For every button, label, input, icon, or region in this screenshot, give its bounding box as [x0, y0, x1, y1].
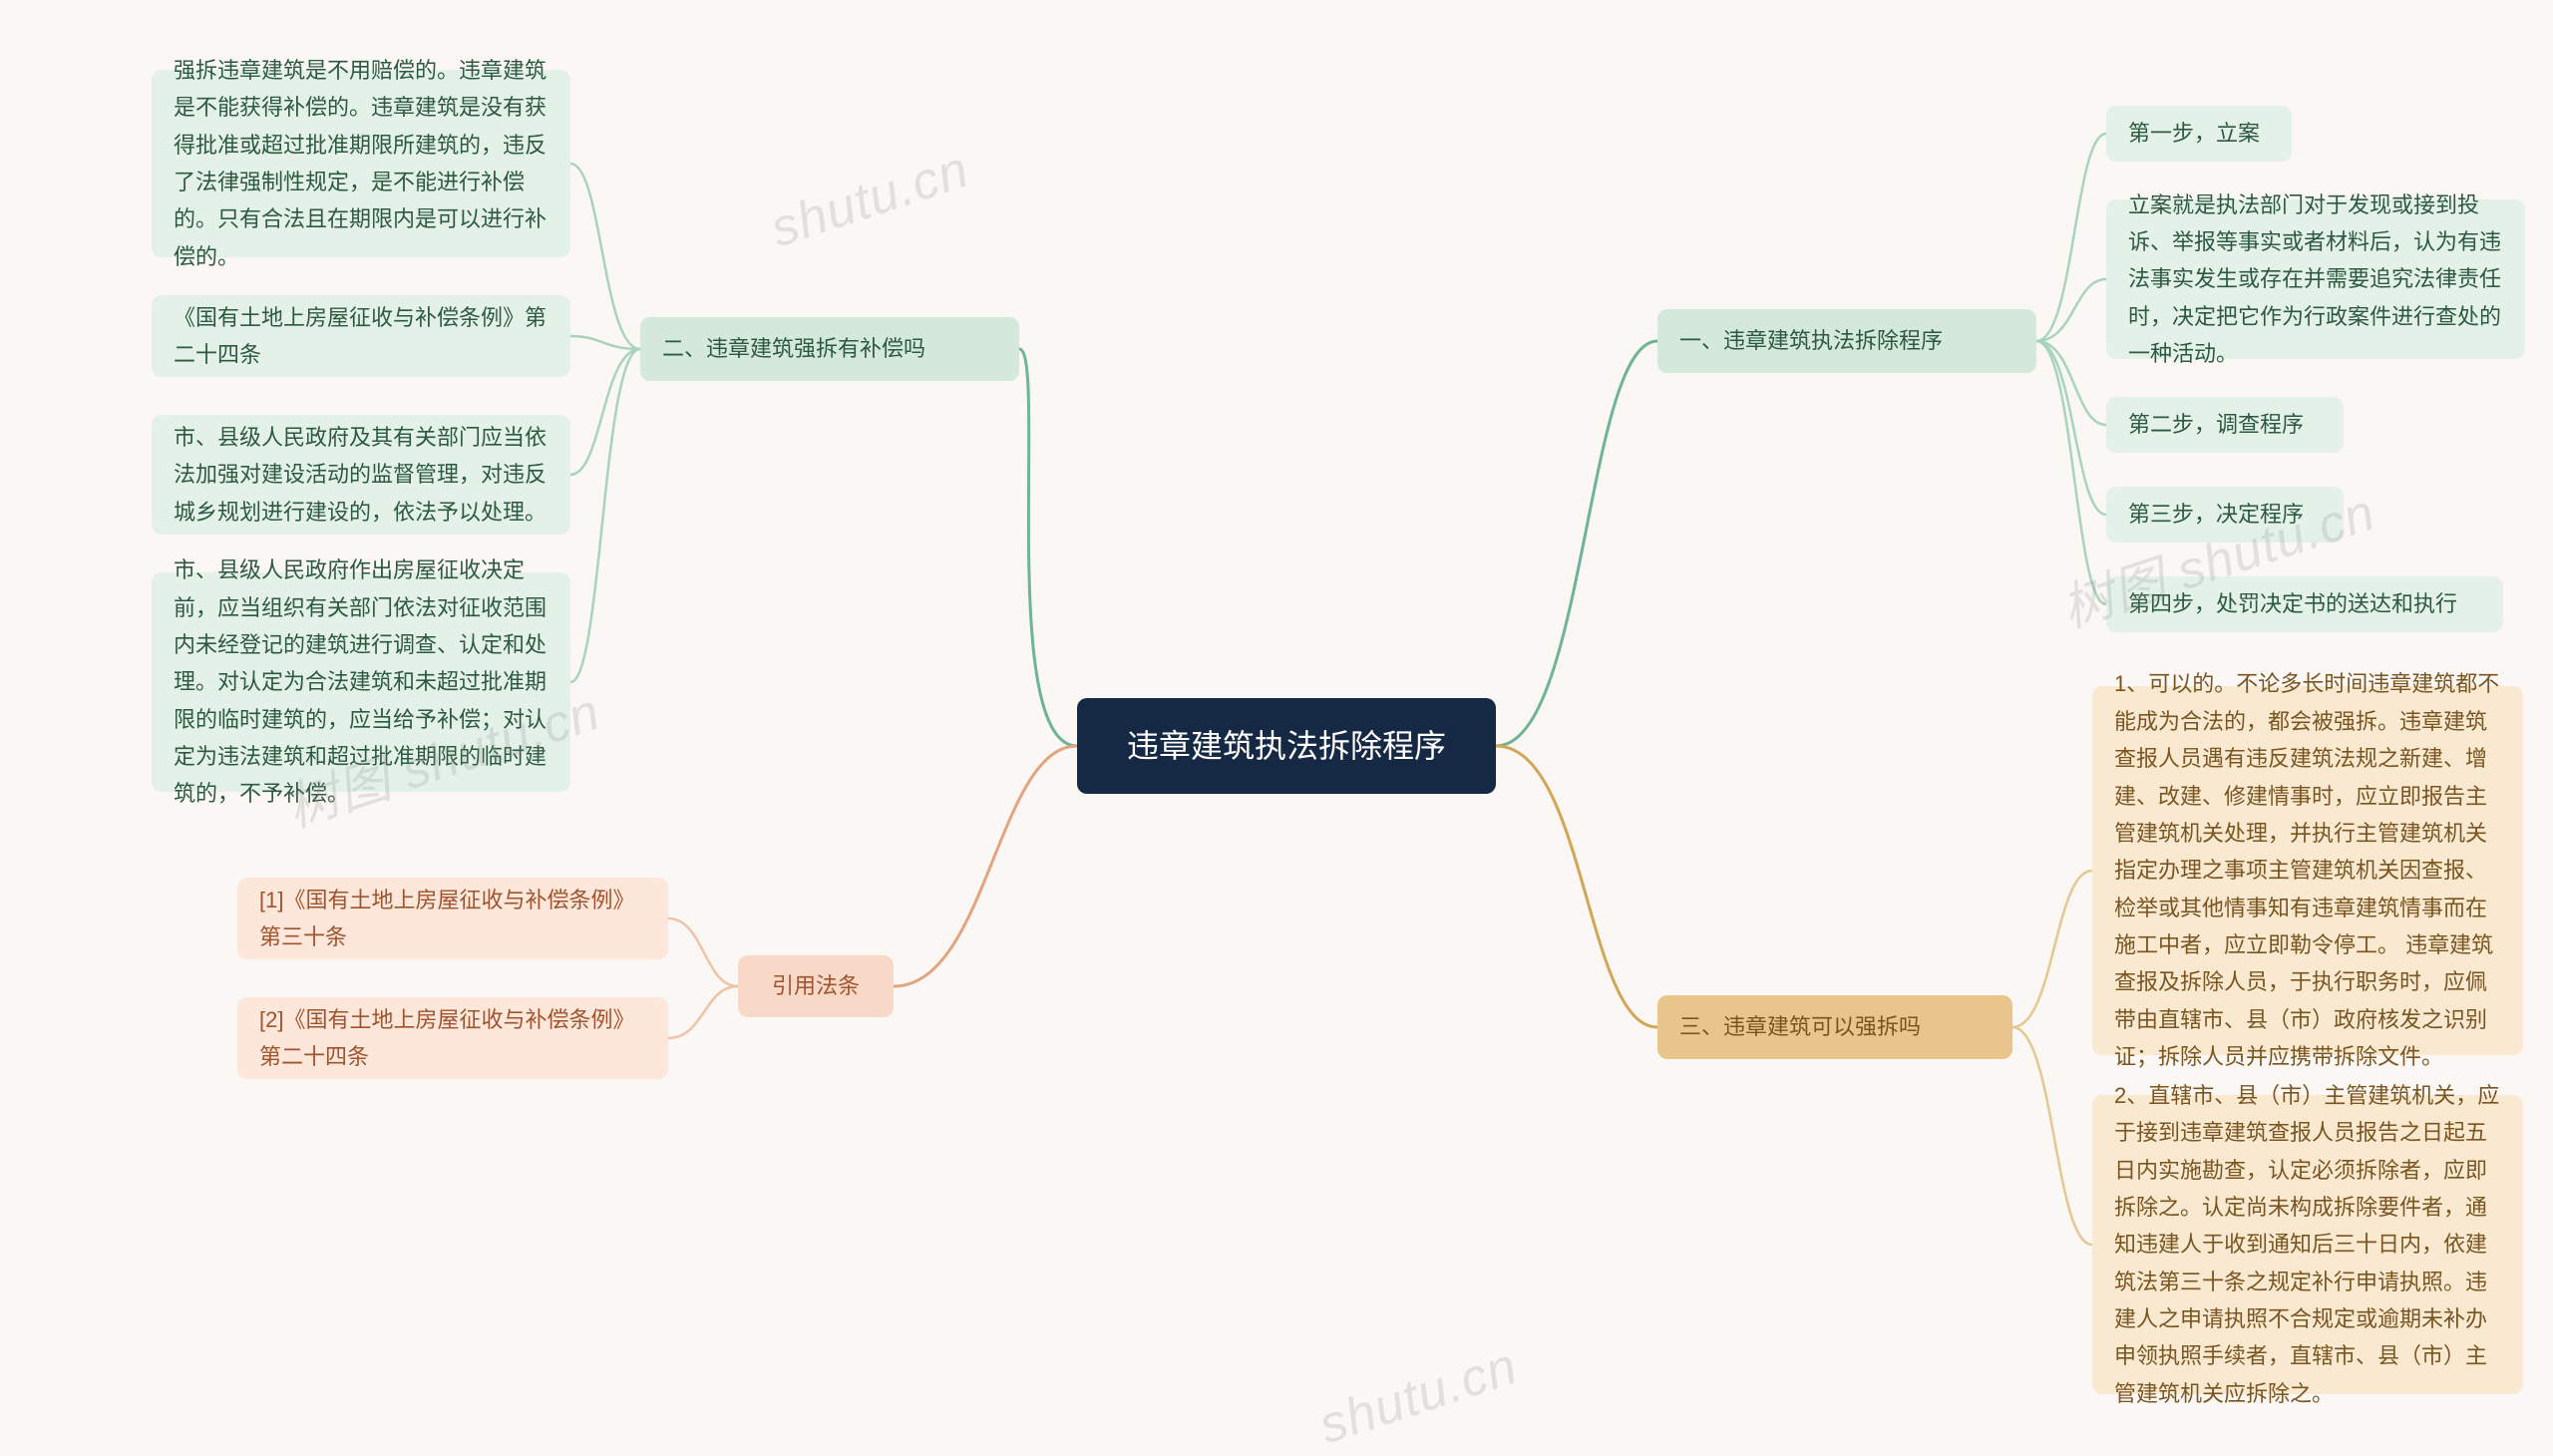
leaf-text: 1、可以的。不论多长时间违章建筑都不能成为合法的，都会被强拆。违章建筑查报人员遇…	[2114, 665, 2501, 1075]
branch-4-leaf-1: [2]《国有土地上房屋征收与补偿条例》第二十四条	[237, 997, 668, 1079]
branch-4-label: 引用法条	[772, 967, 860, 1004]
branch-1-leaf-3: 第三步，决定程序	[2106, 487, 2344, 543]
leaf-text: 强拆违章建筑是不用赔偿的。违章建筑是不能获得补偿的。违章建筑是没有获得批准或超过…	[174, 52, 548, 275]
branch-1-leaf-1: 立案就是执法部门对于发现或接到投诉、举报等事实或者材料后，认为有违法事实发生或存…	[2106, 199, 2525, 359]
branch-3-leaf-0: 1、可以的。不论多长时间违章建筑都不能成为合法的，都会被强拆。违章建筑查报人员遇…	[2092, 686, 2523, 1055]
leaf-text: 市、县级人民政府及其有关部门应当依法加强对建设活动的监督管理，对违反城乡规划进行…	[174, 419, 548, 531]
branch-1-leaf-0: 第一步，立案	[2106, 106, 2292, 162]
branch-3-label: 三、违章建筑可以强拆吗	[1679, 1008, 1921, 1045]
branch-2-label: 二、违章建筑强拆有补偿吗	[662, 330, 925, 367]
watermark-text: shutu.cn	[1312, 1337, 1524, 1455]
branch-2-leaf-0: 强拆违章建筑是不用赔偿的。违章建筑是不能获得补偿的。违章建筑是没有获得批准或超过…	[152, 70, 570, 257]
branch-2: 二、违章建筑强拆有补偿吗	[640, 317, 1019, 381]
leaf-text: 第四步，处罚决定书的送达和执行	[2128, 585, 2457, 622]
leaf-text: 立案就是执法部门对于发现或接到投诉、举报等事实或者材料后，认为有违法事实发生或存…	[2128, 186, 2503, 373]
watermark-text: shutu.cn	[764, 141, 975, 258]
leaf-text: 2、直辖市、县（市）主管建筑机关，应于接到违章建筑查报人员报告之日起五日内实施勘…	[2114, 1077, 2501, 1413]
leaf-text: 第一步，立案	[2128, 115, 2260, 152]
watermark: shutu.cn	[764, 140, 976, 259]
leaf-text: [2]《国有土地上房屋征收与补偿条例》第二十四条	[259, 1001, 646, 1076]
leaf-text: 市、县级人民政府作出房屋征收决定前，应当组织有关部门依法对征收范围内未经登记的建…	[174, 551, 548, 813]
root-text: 违章建筑执法拆除程序	[1127, 719, 1446, 773]
branch-1: 一、违章建筑执法拆除程序	[1657, 309, 2036, 373]
branch-4: 引用法条	[738, 955, 894, 1017]
branch-1-leaf-4: 第四步，处罚决定书的送达和执行	[2106, 576, 2503, 632]
leaf-text: [1]《国有土地上房屋征收与补偿条例》第三十条	[259, 882, 646, 956]
leaf-text: 第三步，决定程序	[2128, 496, 2304, 533]
branch-3-leaf-1: 2、直辖市、县（市）主管建筑机关，应于接到违章建筑查报人员报告之日起五日内实施勘…	[2092, 1095, 2523, 1394]
branch-2-leaf-2: 市、县级人民政府及其有关部门应当依法加强对建设活动的监督管理，对违反城乡规划进行…	[152, 415, 570, 535]
leaf-text: 《国有土地上房屋征收与补偿条例》第二十四条	[174, 299, 548, 374]
watermark: shutu.cn	[1312, 1336, 1525, 1456]
branch-3: 三、违章建筑可以强拆吗	[1657, 995, 2012, 1059]
root-node: 违章建筑执法拆除程序	[1077, 698, 1496, 794]
branch-1-leaf-2: 第二步，调查程序	[2106, 397, 2344, 453]
branch-2-leaf-3: 市、县级人民政府作出房屋征收决定前，应当组织有关部门依法对征收范围内未经登记的建…	[152, 572, 570, 792]
branch-4-leaf-0: [1]《国有土地上房屋征收与补偿条例》第三十条	[237, 878, 668, 959]
leaf-text: 第二步，调查程序	[2128, 406, 2304, 443]
branch-2-leaf-1: 《国有土地上房屋征收与补偿条例》第二十四条	[152, 295, 570, 377]
branch-1-label: 一、违章建筑执法拆除程序	[1679, 322, 1943, 359]
